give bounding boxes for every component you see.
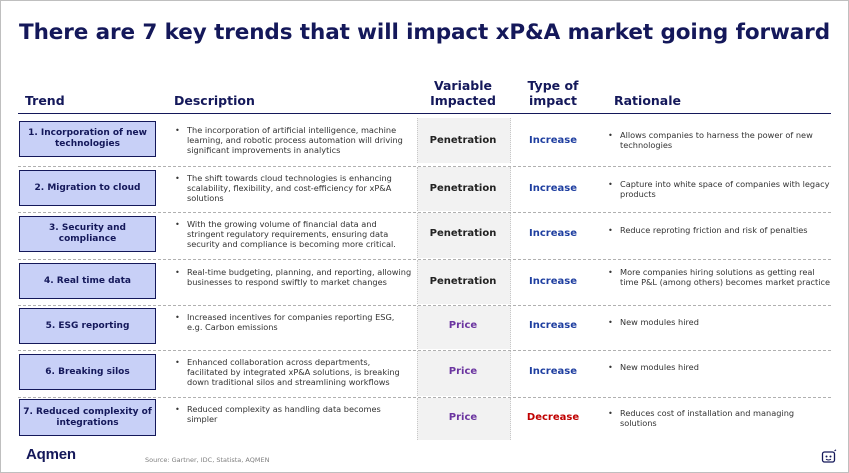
variable-band — [417, 213, 511, 258]
variable-band — [417, 118, 511, 163]
header-rationale: Rationale — [614, 93, 682, 108]
rationale-text: More companies hiring solutions as getti… — [606, 267, 831, 287]
rationale-text: Reduce reproting friction and risk of pe… — [606, 225, 831, 235]
header-variable-line1: Variable — [433, 78, 493, 93]
variable-band — [417, 351, 511, 396]
variable-impacted: Penetration — [429, 183, 497, 194]
trend-box: 5. ESG reporting — [19, 308, 156, 344]
description-text: Real-time budgeting, planning, and repor… — [174, 267, 412, 287]
trend-box: 2. Migration to cloud — [19, 170, 156, 206]
description-text: Reduced complexity as handling data beco… — [174, 404, 412, 424]
header-impact-line2: impact — [528, 93, 578, 108]
trend-box: 4. Real time data — [19, 263, 156, 299]
header-trend: Trend — [25, 93, 65, 108]
rationale-text: New modules hired — [606, 362, 831, 372]
impact-type: Increase — [529, 135, 577, 146]
table-row: 2. Migration to cloud The shift towards … — [18, 166, 831, 211]
impact-type: Increase — [529, 276, 577, 287]
header-variable-line2: Impacted — [430, 93, 496, 108]
header-impact-line1: Type of — [527, 78, 579, 93]
impact-type: Increase — [529, 320, 577, 331]
trend-box: 1. Incorporation of new technologies — [19, 121, 156, 157]
variable-impacted: Price — [448, 320, 478, 331]
description-text: Enhanced collaboration across department… — [174, 357, 412, 387]
variable-impacted: Penetration — [429, 276, 497, 287]
source-note: Source: Gartner, IDC, Statista, AQMEN — [145, 456, 270, 464]
variable-impacted: Penetration — [429, 228, 497, 239]
header-type-of-impact: Type of impact — [509, 78, 597, 108]
rationale-text: Reduces cost of installation and managin… — [606, 408, 831, 428]
header-description: Description — [174, 93, 255, 108]
aqmen-logo: Aqmen — [26, 446, 76, 463]
variable-band — [417, 398, 511, 440]
header-variable-impacted: Variable Impacted — [417, 78, 509, 108]
variable-band — [417, 167, 511, 211]
trend-box: 7. Reduced complexity of integrations — [19, 399, 156, 436]
variable-band — [417, 260, 511, 304]
trend-box: 3. Security and compliance — [19, 216, 156, 252]
impact-type: Decrease — [526, 412, 580, 423]
rationale-text: Allows companies to harness the power of… — [606, 130, 831, 150]
header-divider — [18, 113, 831, 114]
table-row: 1. Incorporation of new technologies The… — [18, 118, 831, 163]
variable-impacted: Price — [448, 366, 478, 377]
rationale-text: Capture into white space of companies wi… — [606, 179, 831, 199]
table-row: 3. Security and compliance With the grow… — [18, 212, 831, 258]
slide-title: There are 7 key trends that will impact … — [19, 20, 830, 45]
rationale-text: New modules hired — [606, 317, 831, 327]
impact-type: Increase — [529, 366, 577, 377]
table-row: 4. Real time data Real-time budgeting, p… — [18, 259, 831, 304]
variable-impacted: Price — [448, 412, 478, 423]
description-text: With the growing volume of financial dat… — [174, 219, 412, 249]
robot-face-icon — [821, 449, 837, 465]
description-text: Increased incentives for companies repor… — [174, 312, 412, 332]
variable-band — [417, 306, 511, 349]
table-row: 7. Reduced complexity of integrations Re… — [18, 397, 831, 440]
table-row: 5. ESG reporting Increased incentives fo… — [18, 305, 831, 349]
trend-box: 6. Breaking silos — [19, 354, 156, 390]
table-row: 6. Breaking silos Enhanced collaboration… — [18, 350, 831, 396]
description-text: The shift towards cloud technologies is … — [174, 173, 412, 203]
variable-impacted: Penetration — [429, 135, 497, 146]
impact-type: Increase — [529, 228, 577, 239]
description-text: The incorporation of artificial intellig… — [174, 125, 412, 155]
impact-type: Increase — [529, 183, 577, 194]
